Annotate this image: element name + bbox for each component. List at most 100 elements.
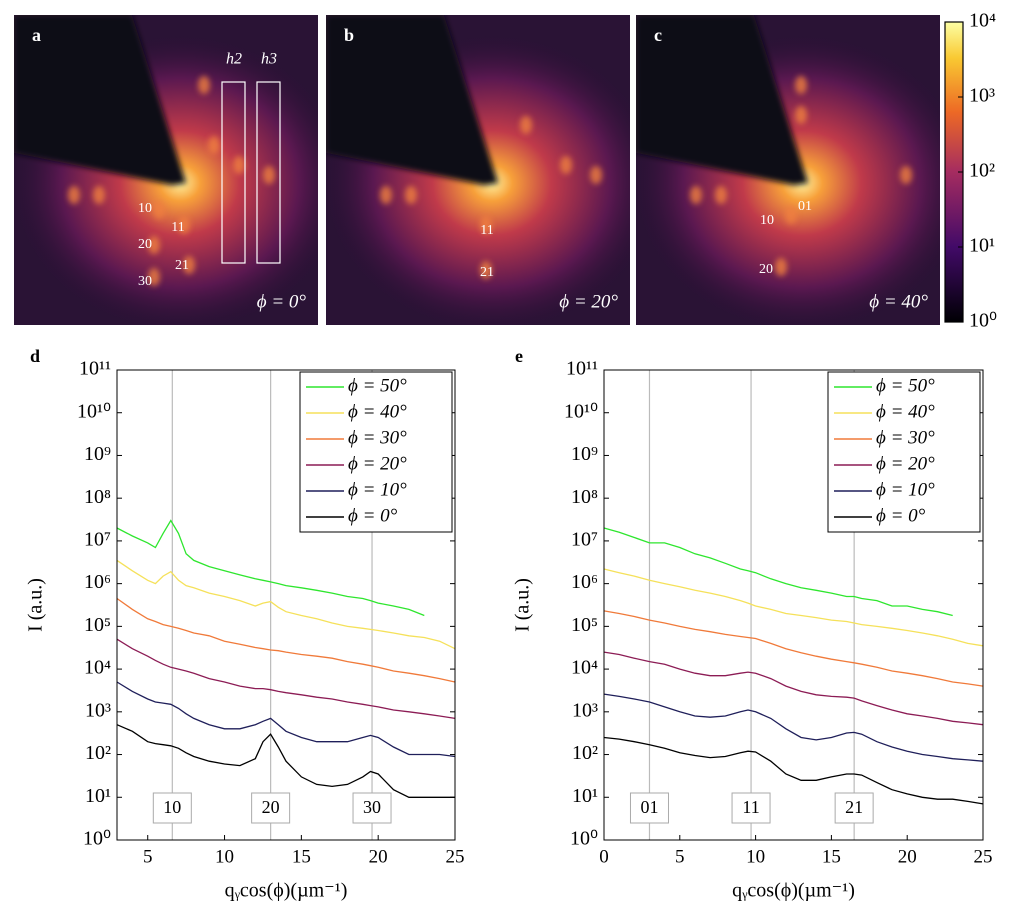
spot-label: 01 — [798, 199, 812, 214]
diffraction-spot — [560, 156, 572, 174]
series-line — [603, 693, 984, 762]
y-tick-label: 10⁰ — [83, 828, 111, 850]
y-tick-label: 10² — [85, 742, 111, 764]
x-axis-label: qᵧcos(ϕ)(µm⁻¹) — [732, 880, 855, 902]
annotation-label: 20 — [262, 797, 280, 817]
y-tick-label: 10⁰ — [570, 828, 598, 850]
y-tick-label: 10⁸ — [571, 486, 598, 508]
spot-label: 21 — [175, 258, 189, 273]
y-tick-label: 10⁷ — [571, 529, 598, 551]
x-tick-label: 25 — [446, 846, 465, 867]
diffraction-spot — [198, 76, 210, 94]
panel-letter: c — [654, 25, 662, 45]
box-label: h3 — [261, 51, 277, 68]
y-tick-label: 10¹ — [85, 785, 111, 807]
series-line — [603, 736, 984, 805]
legend-label: ϕ = 50° — [876, 375, 935, 396]
diffraction-spot — [148, 236, 160, 254]
y-tick-label: 10³ — [572, 699, 598, 721]
beam-stop — [14, 15, 186, 185]
y-tick-label: 10¹⁰ — [564, 400, 598, 422]
plot-frame — [603, 369, 984, 841]
diffraction-spot — [715, 186, 727, 204]
diffraction-spot — [380, 186, 392, 204]
detector-image: a ϕ = 0° 10 11 20 21 30 h2 h3 — [14, 15, 318, 325]
legend-label: ϕ = 10° — [348, 479, 407, 500]
diffraction-spot — [785, 206, 797, 224]
panel-letter: b — [344, 25, 354, 45]
series-line — [116, 638, 456, 720]
colorbar-tick-label: 10⁰ — [969, 310, 997, 332]
diffraction-spot — [263, 166, 275, 184]
x-tick-label: 15 — [292, 846, 311, 867]
image-content — [326, 15, 630, 325]
x-tick-label: 25 — [974, 846, 993, 867]
x-tick-label: 0 — [599, 846, 609, 867]
series-line — [603, 527, 953, 617]
spot-label: 21 — [480, 265, 494, 280]
diffraction-spot — [775, 258, 787, 276]
annotation-label: 11 — [742, 797, 759, 817]
spot-label: 11 — [171, 220, 184, 235]
colorbar-tick-label: 10³ — [969, 85, 995, 107]
legend-label: ϕ = 20° — [348, 453, 407, 474]
legend — [827, 371, 981, 533]
y-tick-label: 10⁷ — [84, 529, 111, 551]
annotation-box — [251, 792, 291, 824]
y-tick-label: 10² — [572, 742, 598, 764]
annotation-box — [152, 792, 192, 824]
legend-label: ϕ = 0° — [348, 505, 398, 526]
panel-letter: a — [32, 25, 41, 45]
y-tick-label: 10⁸ — [84, 486, 111, 508]
x-tick-label: 5 — [143, 846, 153, 867]
diffraction-spot — [480, 261, 492, 279]
diffraction-spot — [900, 166, 912, 184]
colorbar-tick-label: 10¹ — [969, 235, 995, 257]
box-label: h2 — [226, 51, 242, 68]
spot-label: 10 — [760, 213, 774, 228]
phi-label: ϕ = 40° — [869, 291, 928, 312]
annotation-box — [352, 792, 392, 824]
annotation-box — [629, 792, 669, 824]
y-tick-label: 10⁴ — [571, 657, 598, 679]
annotation-label: 21 — [845, 797, 863, 817]
panel-letter: d — [30, 346, 40, 366]
x-tick-label: 15 — [822, 846, 841, 867]
diffraction-spot — [795, 76, 807, 94]
integration-box — [221, 81, 246, 264]
series-line — [116, 724, 455, 798]
y-tick-label: 10⁶ — [84, 571, 111, 593]
detector-image: b ϕ = 20° 11 21 — [326, 15, 630, 325]
legend-label: ϕ = 30° — [348, 427, 407, 448]
legend-label: ϕ = 40° — [348, 401, 407, 422]
diffraction-spot — [405, 186, 417, 204]
y-tick-label: 10⁶ — [571, 571, 598, 593]
diffraction-spot — [690, 186, 702, 204]
series-line — [603, 651, 984, 726]
x-tick-label: 20 — [898, 846, 917, 867]
annotation-box — [731, 792, 771, 824]
series-line — [116, 681, 456, 758]
y-tick-label: 10⁹ — [84, 443, 111, 465]
spot-label: 10 — [138, 201, 152, 216]
image-content — [636, 15, 940, 325]
legend-label: ϕ = 40° — [876, 401, 935, 422]
spot-label: 30 — [138, 274, 152, 289]
y-axis-label: I (a.u.) — [512, 578, 534, 632]
y-tick-label: 10³ — [85, 699, 111, 721]
y-tick-label: 10¹⁰ — [77, 400, 111, 422]
detector-image: c ϕ = 40° 01 10 20 — [636, 15, 940, 325]
legend-label: ϕ = 50° — [348, 375, 407, 396]
diffraction-spot — [795, 106, 807, 124]
diffraction-spot — [93, 186, 105, 204]
plot-frame — [116, 369, 456, 841]
x-axis-label: qᵧcos(ϕ)(µm⁻¹) — [225, 880, 348, 902]
legend — [299, 371, 453, 533]
diffraction-spot — [153, 201, 165, 219]
phi-label: ϕ = 0° — [257, 291, 307, 312]
legend-label: ϕ = 20° — [876, 453, 935, 474]
diffraction-spot — [480, 216, 492, 234]
diffraction-spot — [233, 156, 245, 174]
